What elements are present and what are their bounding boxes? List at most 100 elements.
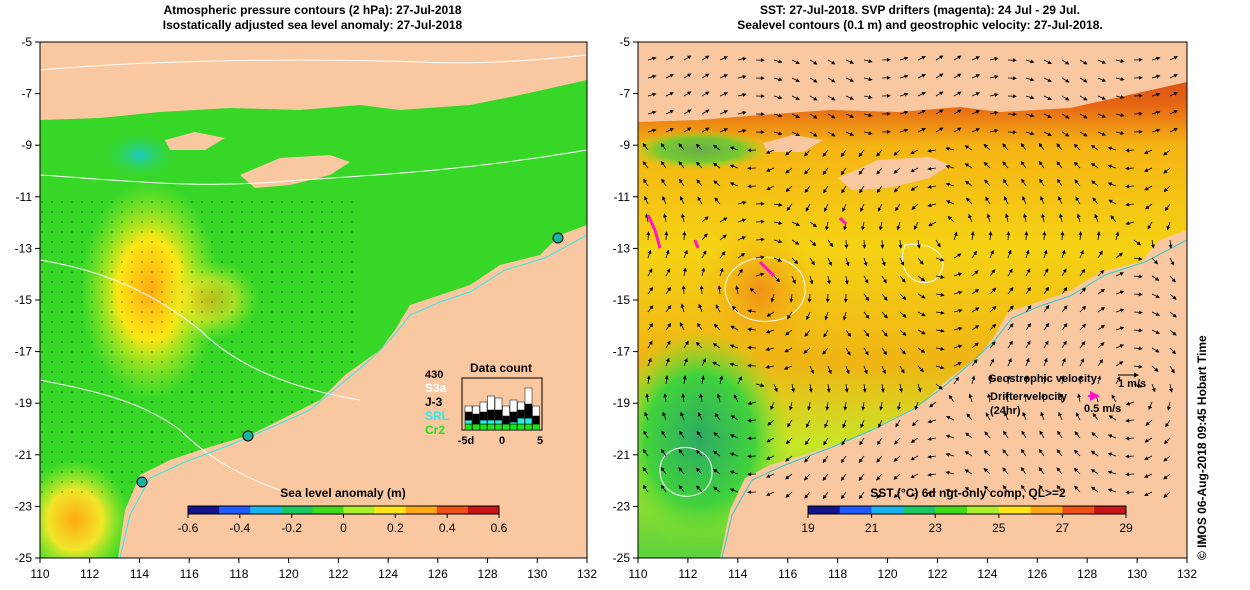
pressure-contour-2 (40, 259, 361, 401)
velocity-arrow (970, 231, 975, 241)
velocity-arrow (1007, 268, 1013, 277)
y-tick-label: -7 (619, 87, 630, 101)
velocity-arrow (935, 310, 945, 315)
velocity-arrow (1056, 449, 1063, 457)
velocity-arrow (1125, 401, 1135, 406)
colorbar-tick-label: -0.2 (281, 521, 302, 535)
left-australia-land (118, 225, 587, 558)
velocity-arrow (935, 292, 945, 297)
velocity-arrow (809, 221, 818, 228)
velocity-arrow (1043, 249, 1048, 259)
velocity-arrow (788, 401, 793, 411)
sealevel-contour-eddy-south (659, 447, 713, 497)
velocity-arrow (827, 365, 832, 375)
velocity-arrow (642, 142, 649, 151)
velocity-arrow (1097, 131, 1107, 136)
velocity-arrow (899, 293, 907, 301)
svp-drifter-track (693, 239, 700, 249)
velocity-arrow (1125, 418, 1135, 423)
velocity-arrow (785, 185, 793, 193)
velocity-arrow (1038, 142, 1045, 151)
velocity-arrow (1163, 455, 1171, 462)
velocity-arrow (989, 268, 996, 277)
velocity-arrow (911, 419, 919, 427)
velocity-arrow (683, 73, 692, 79)
velocity-arrow (1060, 375, 1065, 385)
y-tick-label: -11 (16, 190, 33, 204)
velocity-arrow (910, 473, 919, 479)
velocity-arrow (879, 401, 884, 411)
velocity-arrow (1150, 239, 1155, 249)
velocity-arrow (1115, 290, 1125, 295)
velocity-arrow (953, 362, 962, 367)
velocity-arrow (1039, 178, 1045, 187)
velocity-arrow (910, 437, 919, 443)
velocity-arrow (765, 347, 775, 352)
data-count-bar (524, 417, 533, 425)
velocity-arrow (697, 322, 703, 331)
velocity-arrow (680, 411, 685, 421)
velocity-arrow (755, 255, 765, 260)
velocity-arrow (1115, 95, 1125, 99)
velocity-arrow (863, 131, 873, 136)
velocity-arrow (935, 383, 943, 390)
velocity-arrow (1147, 221, 1153, 230)
velocity-arrow (917, 257, 924, 265)
x-tick-label: 128 (1077, 567, 1097, 581)
velocity-arrow (1042, 375, 1047, 385)
velocity-arrow (1144, 437, 1153, 443)
velocity-arrow (809, 257, 815, 266)
velocity-arrow (965, 432, 973, 439)
velocity-arrow (808, 383, 813, 393)
velocity-arrow (1133, 383, 1143, 388)
velocity-arrow (665, 268, 671, 277)
velocity-arrow (1043, 131, 1052, 136)
pressure-contour-3 (40, 379, 281, 491)
velocity-arrow (910, 167, 919, 173)
velocity-arrow (770, 293, 775, 303)
data-count-bar (472, 413, 480, 425)
velocity-arrow (986, 213, 991, 223)
data-count-bar (517, 409, 525, 419)
velocity-arrow (1169, 128, 1178, 133)
velocity-arrow (876, 437, 883, 446)
velocity-arrow (804, 455, 811, 463)
left-sumba-land (165, 132, 225, 150)
velocity-arrow (787, 311, 793, 320)
colorbar-tick-label: 23 (929, 521, 943, 535)
velocity-arrow (647, 74, 657, 79)
velocity-arrow (1007, 323, 1014, 331)
colorbar-segment (250, 506, 282, 514)
velocity-arrow (971, 359, 978, 367)
data-count-bar (509, 411, 518, 423)
velocity-arrow (983, 467, 991, 475)
velocity-arrow (1133, 310, 1143, 315)
velocity-arrow (643, 178, 649, 187)
drifter-velocity-label: Drifter velocity (990, 391, 1068, 403)
data-count-bar (502, 423, 510, 431)
svp-drifter-track (646, 214, 662, 249)
colorbar-frame (807, 505, 1127, 515)
velocity-arrow (935, 109, 944, 115)
velocity-arrow (1125, 202, 1135, 207)
velocity-arrow (893, 149, 901, 156)
velocity-arrow (737, 218, 747, 223)
velocity-arrow (647, 322, 654, 331)
velocity-arrow (845, 95, 855, 100)
velocity-arrow (985, 196, 991, 205)
velocity-arrow (953, 272, 963, 277)
velocity-arrow (893, 167, 901, 174)
velocity-arrow (784, 347, 793, 353)
y-tick-label: -13 (613, 241, 631, 255)
velocity-arrow (1074, 485, 1081, 493)
data-count-bar (487, 419, 495, 425)
velocity-arrow (737, 376, 742, 385)
colorbar-segment (839, 506, 873, 514)
data-count-bar (532, 423, 540, 431)
velocity-arrow (863, 113, 873, 118)
colorbar-tick-label: 25 (992, 521, 1006, 535)
colorbar-segment (1094, 506, 1127, 514)
velocity-arrow (1061, 131, 1070, 137)
velocity-arrow (971, 270, 979, 277)
x-tick-label: 112 (678, 567, 697, 581)
